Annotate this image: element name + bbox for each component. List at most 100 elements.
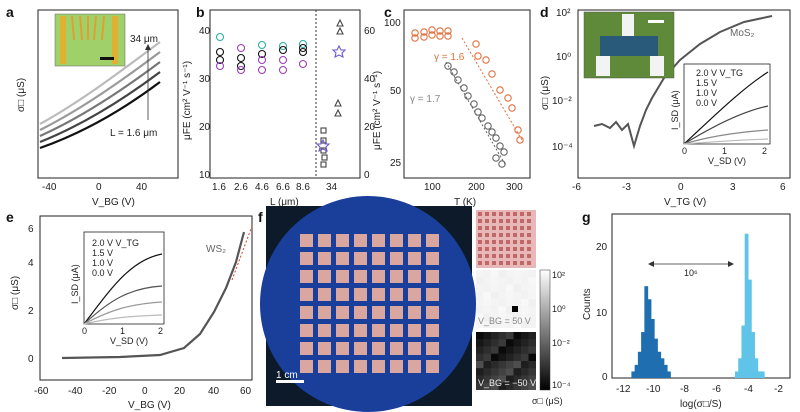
device-cell — [372, 360, 385, 373]
panel-b-ytick: 30 — [199, 74, 211, 85]
map-cell — [498, 277, 506, 285]
map-cell — [476, 284, 484, 292]
map-cell — [506, 284, 514, 292]
device-cell — [408, 324, 421, 337]
electrode — [60, 16, 66, 64]
map-cell — [483, 346, 491, 354]
map-cell — [521, 382, 529, 390]
panel-c-ytick: 50 — [390, 86, 402, 97]
inset-legend: 1.0 V — [92, 258, 113, 268]
histogram-bar — [734, 371, 739, 378]
map-cell — [506, 313, 514, 321]
device-cell — [408, 306, 421, 319]
panel-e-material: WS₂ — [206, 244, 226, 255]
histogram-bar — [741, 325, 746, 378]
device-array — [300, 234, 439, 373]
map-cell — [498, 306, 506, 314]
device-cell — [372, 306, 385, 319]
panel-c-ylabel: μFE (cm² V⁻¹ s⁻¹) — [372, 71, 383, 150]
device-cell — [372, 342, 385, 355]
map-cell — [513, 353, 521, 361]
inset-ylabel: I_SD (μA) — [70, 264, 80, 304]
zoom-cell — [492, 261, 496, 265]
zoom-cell — [520, 247, 524, 251]
device-cell — [354, 324, 367, 337]
zoom-cell — [478, 219, 482, 223]
inset-curve — [83, 314, 163, 325]
zoom-cell — [513, 212, 517, 216]
map-cell — [528, 332, 536, 340]
panel-d-xtick: -3 — [622, 182, 631, 193]
inset-curve — [683, 129, 769, 145]
map-cell — [491, 361, 499, 369]
histogram-bar — [660, 358, 665, 378]
map-cell — [483, 332, 491, 340]
device-cell — [300, 360, 313, 373]
histogram-bar — [641, 332, 645, 378]
map-cell — [476, 306, 484, 314]
map-cell — [506, 270, 514, 278]
map-cell — [521, 353, 529, 361]
map-cell — [521, 332, 529, 340]
map-cell — [506, 375, 514, 383]
histogram-bar — [744, 233, 749, 378]
panel-b-xtick: 4.6 — [255, 182, 269, 193]
inset-xlabel: V_SD (V) — [708, 156, 746, 166]
map-cell — [528, 361, 536, 369]
panel-c-orange-fit — [461, 37, 523, 141]
map-cell — [498, 375, 506, 383]
panel-c-gamma-gray: γ = 1.7 — [410, 94, 441, 105]
map-cell — [483, 299, 491, 307]
panel-g-xtick: -4 — [744, 384, 753, 395]
panel-a: a 34 μm L = 1.6 μm -40 0 40 V_BG (V) σ□ … — [6, 4, 179, 208]
device-cell — [426, 288, 439, 301]
histogram-bar — [757, 371, 762, 378]
zoom-cell — [527, 261, 531, 265]
panel-d-ylabel: σ□ (μS) — [540, 76, 551, 110]
map-cell — [506, 339, 514, 347]
inset-curve — [683, 105, 769, 145]
panel-e-letter: e — [6, 209, 14, 225]
device-cell — [372, 288, 385, 301]
histogram-bar — [637, 351, 642, 378]
device-pad — [650, 56, 664, 76]
device-cell — [318, 252, 331, 265]
device-cell — [372, 324, 385, 337]
map-cell — [513, 339, 521, 347]
map-cell — [476, 277, 484, 285]
arrow-left-icon — [648, 261, 654, 267]
device-cell — [372, 270, 385, 283]
device-cell — [354, 270, 367, 283]
zoom-cell — [527, 212, 531, 216]
inset-curve — [83, 285, 163, 325]
panel-b-xtick: 8.6 — [296, 182, 310, 193]
device-cell — [408, 252, 421, 265]
device-cell — [390, 306, 403, 319]
device-cell — [336, 234, 349, 247]
inset-ylabel: I_SD (μA) — [670, 90, 680, 130]
device-cell — [300, 342, 313, 355]
wafer — [260, 196, 476, 412]
panel-g-xtick: -6 — [712, 384, 721, 395]
histogram-bar — [667, 371, 671, 378]
device-cell — [390, 270, 403, 283]
map-cell — [528, 306, 536, 314]
map-cell — [498, 382, 506, 390]
map-cell — [528, 299, 536, 307]
map-cell — [528, 339, 536, 347]
inset-legend: 0.0 V — [92, 268, 113, 278]
panel-g-axes — [611, 213, 791, 379]
inset-xtick: 1 — [120, 326, 125, 336]
panel-d-ytick: 10⁰ — [556, 52, 571, 63]
colorbar-tick: 10⁻² — [552, 338, 570, 348]
zoom-cell — [478, 254, 482, 258]
device-cell — [354, 342, 367, 355]
zoom-cell — [485, 261, 489, 265]
zoom-cell — [478, 261, 482, 265]
panel-f-scalebar: 1 cm — [276, 370, 298, 381]
map-cell — [506, 368, 514, 376]
map-cell — [528, 368, 536, 376]
panel-a-annot-top: 34 μm — [130, 34, 158, 45]
map-cell — [513, 299, 521, 307]
panel-g-xtick: -12 — [616, 384, 631, 395]
